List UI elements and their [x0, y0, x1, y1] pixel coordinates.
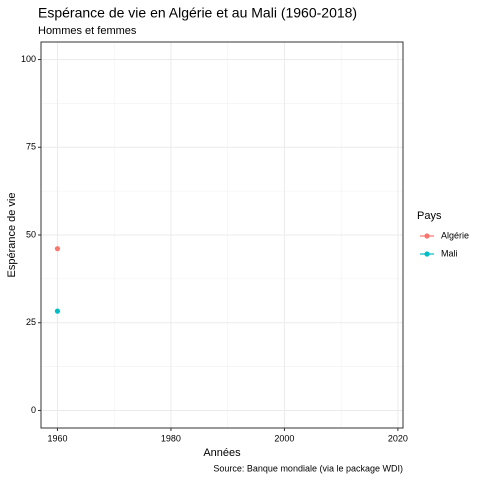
point: [54, 246, 61, 252]
legend-point: [424, 251, 430, 257]
y-tick-label: 0: [31, 405, 36, 415]
point: [54, 308, 61, 314]
x-tick-label: 2020: [388, 433, 408, 443]
y-tick-label: 50: [26, 229, 36, 239]
chart-title: Espérance de vie en Algérie et au Mali (…: [38, 5, 357, 21]
legend-point: [424, 233, 430, 239]
chart-subtitle: Hommes et femmes: [38, 25, 137, 37]
legend-label: Algérie: [441, 230, 469, 240]
panel-border: [40, 41, 404, 429]
y-tick-label: 100: [21, 54, 36, 64]
caption: Source: Banque mondiale (via le package …: [213, 463, 403, 473]
x-tick-label: 1960: [47, 433, 67, 443]
x-tick-label: 1980: [161, 433, 181, 443]
y-axis-label: Espérance de vie: [6, 193, 18, 278]
legend-title: Pays: [417, 210, 442, 222]
x-tick-label: 2000: [274, 433, 294, 443]
y-tick-label: 75: [26, 142, 36, 152]
y-tick-label: 25: [26, 317, 36, 327]
legend-label: Mali: [441, 248, 458, 258]
x-axis-label: Années: [203, 447, 241, 459]
